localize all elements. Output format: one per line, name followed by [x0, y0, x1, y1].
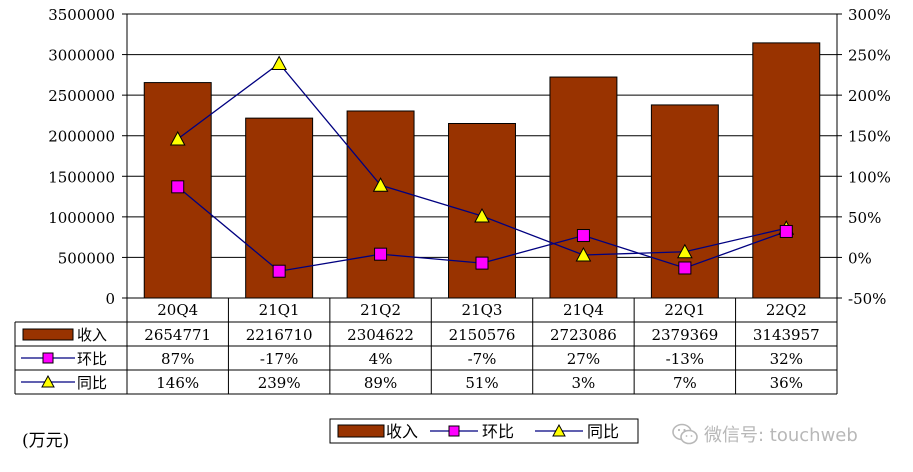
x-tick-label: 21Q2: [360, 301, 401, 319]
data-label: 2216710: [246, 326, 313, 344]
triangle-marker: [169, 130, 186, 146]
legend-key: [337, 424, 385, 438]
x-tick-label: 21Q1: [259, 301, 300, 319]
y2-tick-label: 0%: [848, 249, 872, 267]
data-label: 87%: [161, 350, 194, 368]
y-tick-label: 3000000: [48, 47, 115, 65]
y-tick-label: 1000000: [48, 209, 115, 227]
triangle-marker: [41, 374, 55, 388]
bar: [346, 110, 415, 299]
y2-tick-label: 150%: [848, 128, 891, 146]
legend-label: 同比: [587, 422, 619, 441]
data-label: 7%: [673, 374, 697, 392]
y2-tick-label: 50%: [848, 209, 881, 227]
y-tick-label: 3500000: [48, 6, 115, 24]
x-tick-label: 22Q2: [766, 301, 807, 319]
data-label: 32%: [770, 350, 803, 368]
square-marker: [374, 247, 388, 261]
table-series-name: 同比: [77, 374, 107, 392]
square-marker: [576, 229, 590, 243]
table-legend-key: [22, 328, 74, 341]
data-label: 2304622: [347, 326, 414, 344]
square-marker: [475, 256, 489, 270]
table-series-name: 收入: [77, 326, 107, 344]
bar: [549, 76, 618, 299]
x-tick-label: 22Q1: [664, 301, 705, 319]
data-label: 27%: [567, 350, 600, 368]
data-label: -7%: [468, 350, 497, 368]
y-tick-label: 1500000: [48, 168, 115, 186]
triangle-marker: [372, 177, 389, 192]
y-tick-label: 2000000: [48, 128, 115, 146]
square-marker: [678, 261, 692, 275]
legend-label: 收入: [386, 422, 418, 441]
y-tick-label: 500000: [58, 249, 115, 267]
data-label: 4%: [369, 350, 393, 368]
unit-label: (万元): [22, 431, 69, 451]
data-label: -17%: [260, 350, 298, 368]
data-label: 51%: [465, 374, 498, 392]
y2-tick-label: -50%: [848, 290, 886, 308]
data-label: 36%: [770, 374, 803, 392]
legend-label: 环比: [482, 422, 514, 441]
y2-tick-label: 100%: [848, 168, 891, 186]
triangle-marker: [474, 207, 490, 223]
watermark: 微信号: touchweb: [672, 420, 858, 448]
square-marker: [171, 180, 185, 194]
watermark-text: 微信号: touchweb: [704, 425, 858, 446]
square-marker: [448, 425, 460, 437]
triangle-marker: [677, 243, 693, 259]
data-label: 89%: [364, 374, 397, 392]
plot-area: [126, 13, 838, 299]
x-tick-label: 21Q4: [563, 301, 604, 319]
square-marker: [42, 352, 54, 364]
wechat-icon: [672, 423, 698, 445]
y-tick-label: 0: [105, 290, 115, 308]
data-label: 2379369: [651, 326, 718, 344]
triangle-marker: [552, 423, 566, 437]
data-label: 2654771: [144, 326, 211, 344]
data-label: 3%: [572, 374, 596, 392]
square-marker: [272, 264, 286, 278]
data-label: 146%: [156, 374, 199, 392]
bar: [752, 42, 821, 299]
x-tick-label: 20Q4: [157, 301, 198, 319]
y2-tick-label: 250%: [848, 47, 891, 65]
x-tick-label: 21Q3: [462, 301, 503, 319]
data-label: 3143957: [753, 326, 820, 344]
data-label: 2150576: [449, 326, 516, 344]
triangle-marker: [575, 246, 592, 262]
triangle-marker: [271, 55, 287, 70]
square-marker: [779, 224, 793, 238]
table-series-name: 环比: [77, 350, 107, 368]
y-tick-label: 2500000: [48, 87, 115, 105]
data-label: 2723086: [550, 326, 617, 344]
data-label: 239%: [258, 374, 301, 392]
y2-tick-label: 200%: [848, 87, 891, 105]
y2-tick-label: 300%: [848, 6, 891, 24]
data-label: -13%: [666, 350, 704, 368]
